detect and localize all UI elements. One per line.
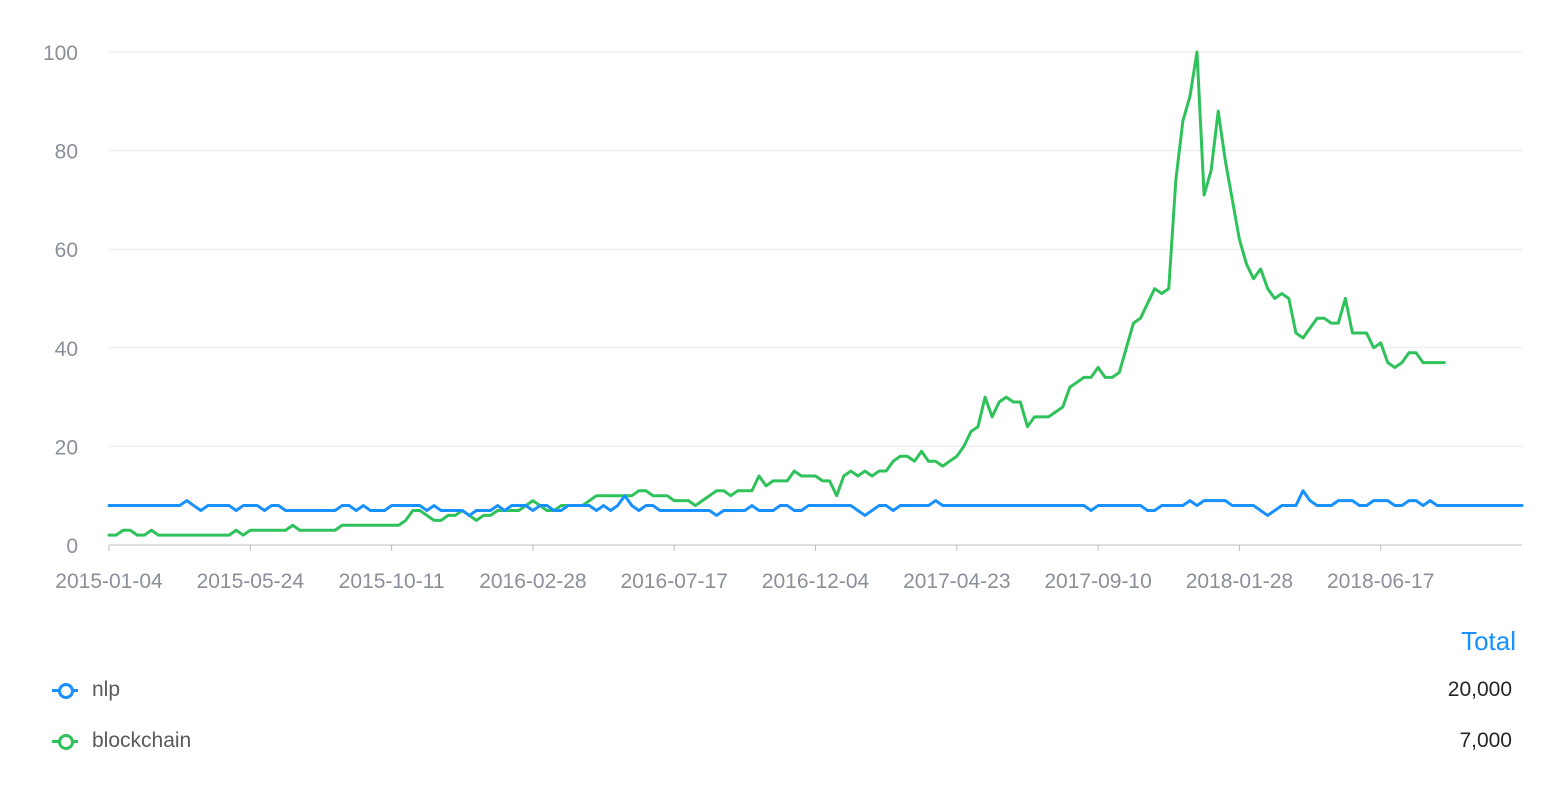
y-tick-label: 100 — [43, 42, 78, 65]
legend-marker-blockchain-icon — [52, 733, 78, 750]
x-tick-label: 2018-01-28 — [1186, 570, 1293, 593]
x-tick-label: 2016-02-28 — [479, 570, 586, 593]
legend-total-nlp: 20,000 — [1447, 678, 1512, 701]
legend-label-blockchain: blockchain — [92, 729, 192, 752]
y-axis: 0 20 40 60 80 100 — [43, 42, 78, 558]
legend-circle-blockchain — [58, 734, 74, 750]
legend-total-blockchain: 7,000 — [1459, 729, 1512, 752]
x-axis — [108, 544, 1522, 551]
y-tick-label: 40 — [55, 338, 78, 361]
series-line-nlp — [107, 489, 1524, 517]
legend-total-header: Total — [1461, 626, 1516, 656]
x-tick-label: 2017-04-23 — [903, 570, 1010, 593]
legend-marker-nlp-icon — [52, 682, 78, 699]
x-tick-label: 2015-05-24 — [197, 570, 305, 593]
series-line-blockchain — [107, 50, 1446, 537]
x-tick-label: 2015-10-11 — [339, 570, 445, 593]
x-tick-label: 2018-06-17 — [1327, 570, 1434, 593]
gridlines — [109, 51, 1522, 447]
legend-item-blockchain[interactable]: blockchain 7,000 — [52, 725, 1512, 757]
x-tick-label: 2015-01-04 — [55, 570, 163, 593]
y-tick-label: 0 — [66, 535, 78, 558]
x-tick-label: 2017-09-10 — [1044, 570, 1151, 593]
x-axis-labels: 2015-01-04 2015-05-24 2015-10-11 2016-02-28… — [55, 570, 1434, 593]
y-tick-label: 60 — [55, 239, 78, 262]
y-tick-label: 20 — [55, 436, 78, 459]
legend-label-nlp: nlp — [92, 678, 121, 701]
legend-circle-nlp — [58, 683, 74, 699]
x-tick-label: 2016-12-04 — [762, 570, 870, 593]
y-tick-label: 80 — [55, 141, 78, 164]
x-tick-label: 2016-07-17 — [620, 570, 727, 593]
legend-item-nlp[interactable]: nlp 20,000 — [52, 674, 1512, 706]
series-lines — [107, 50, 1524, 537]
